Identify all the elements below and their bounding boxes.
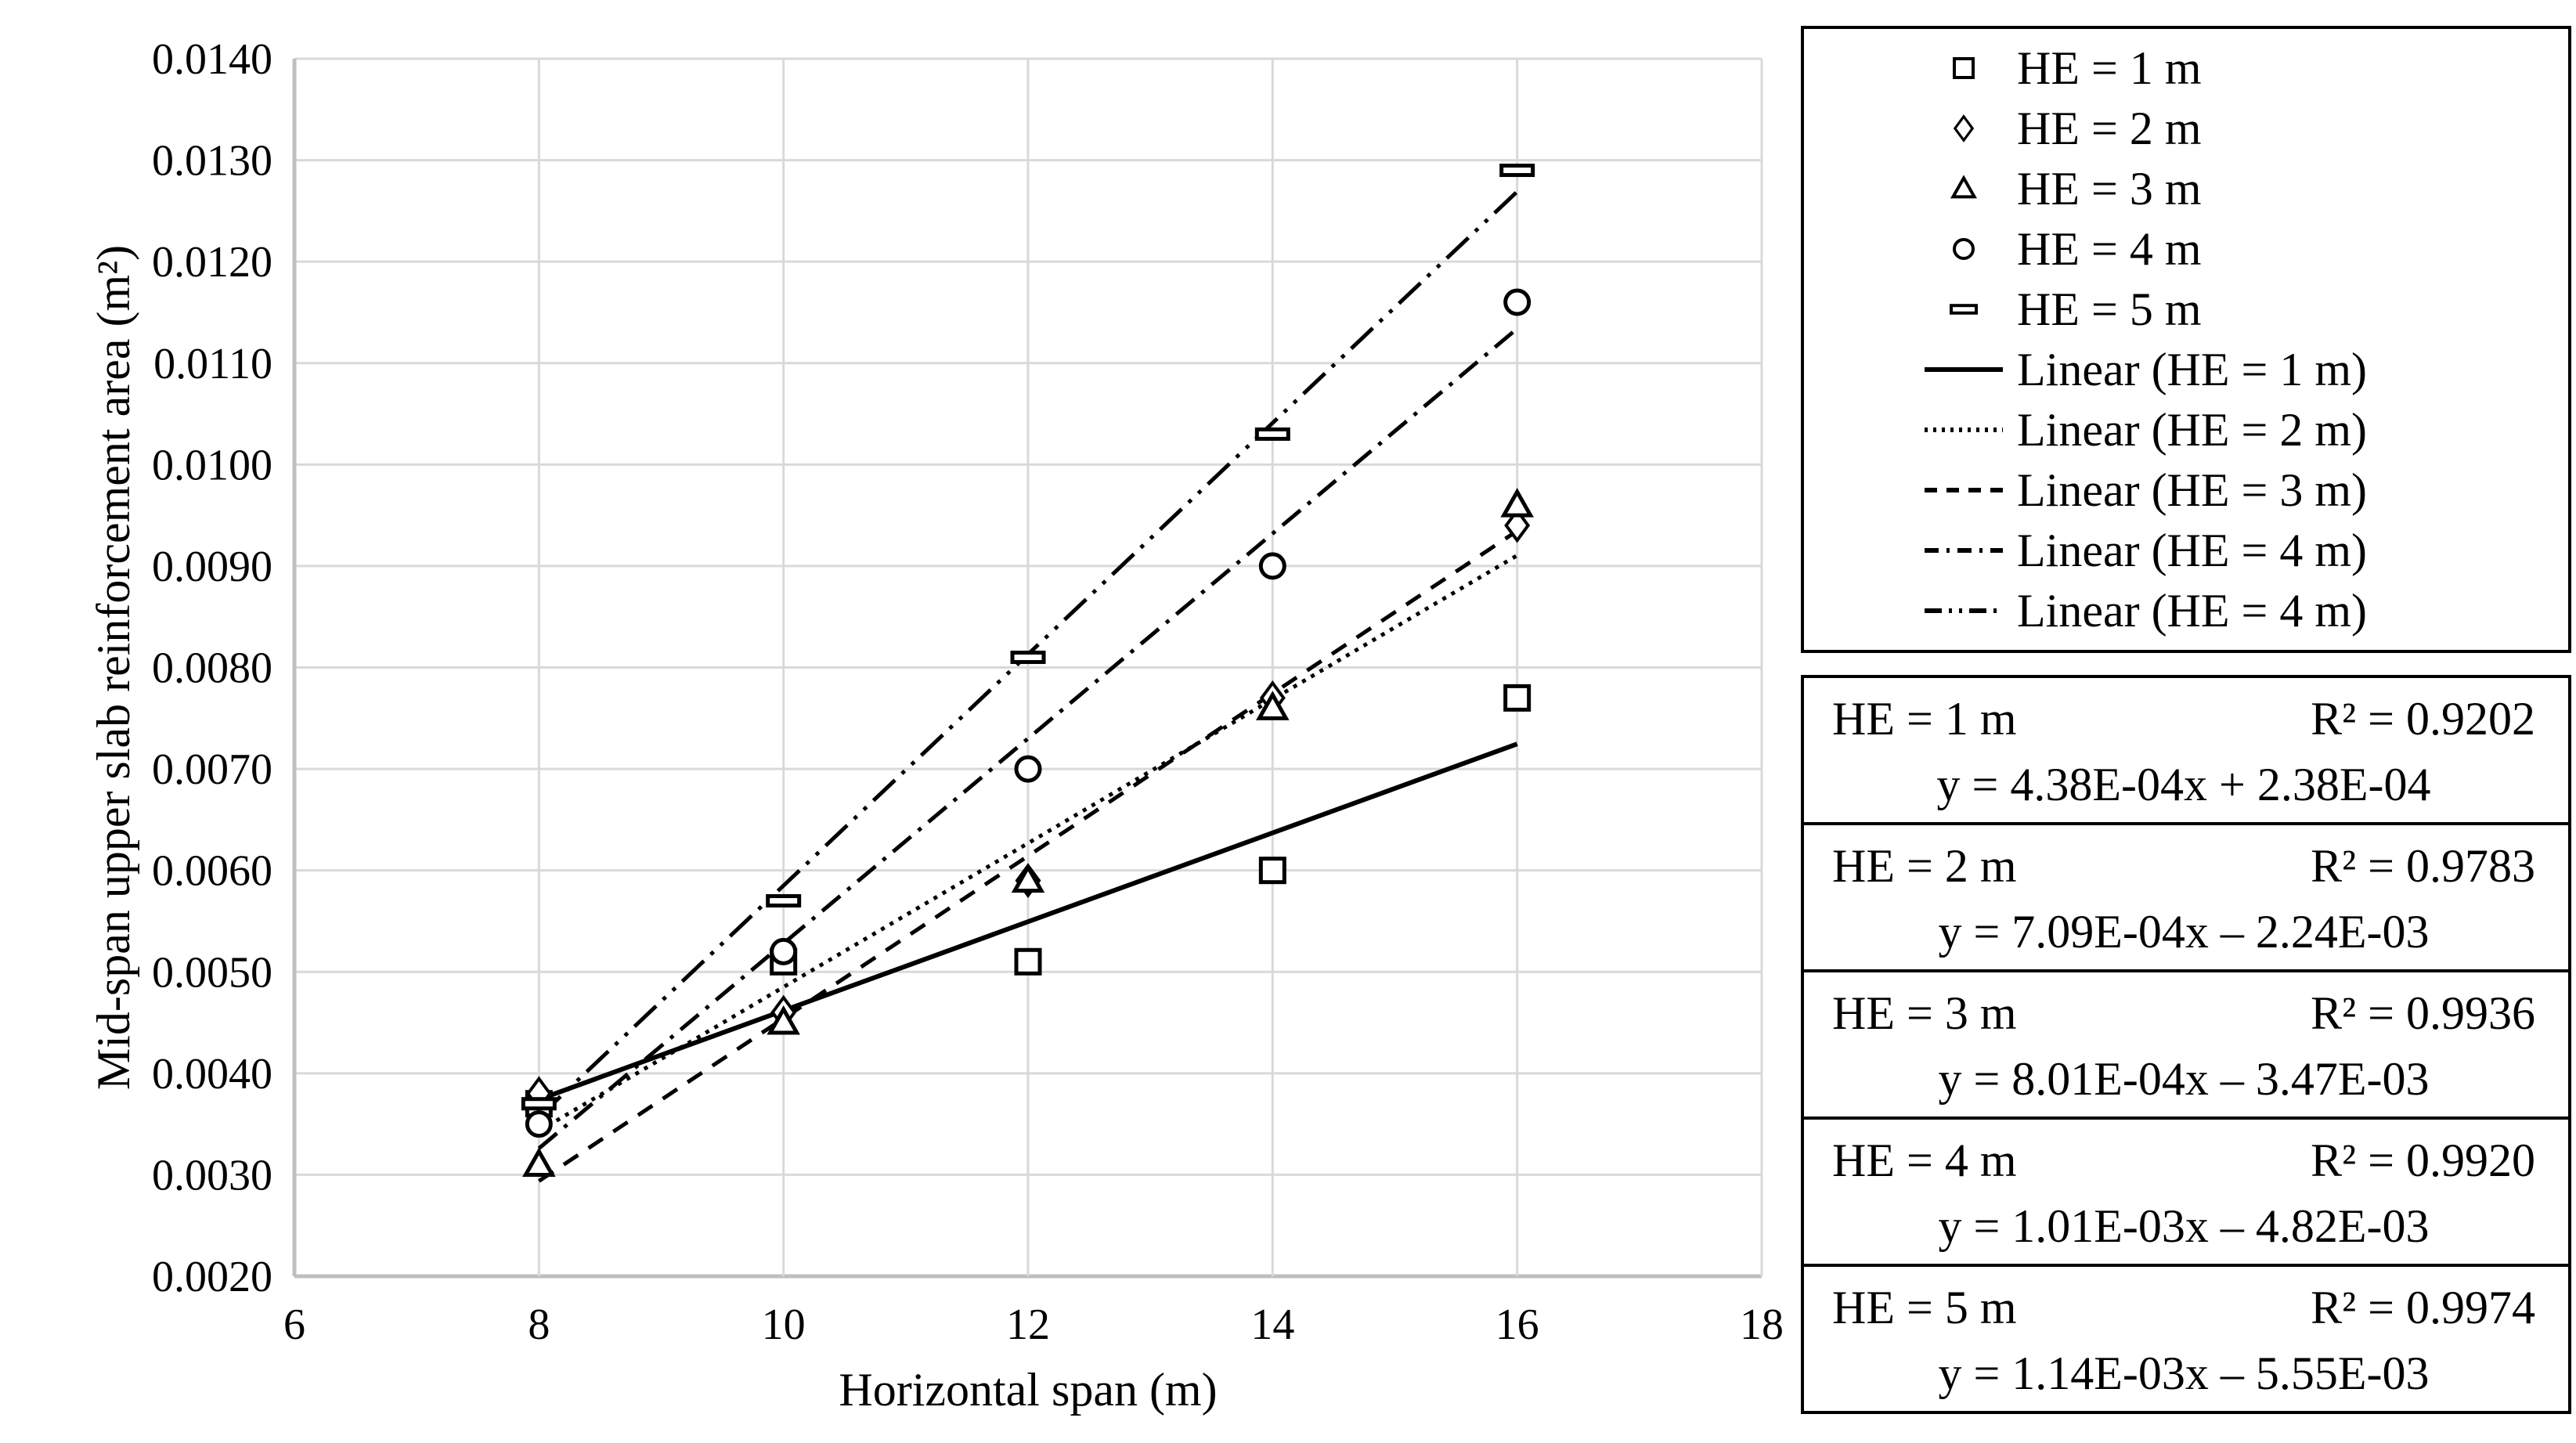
- legend-label: Linear (HE = 3 m): [2017, 464, 2368, 516]
- plot-gridlines: [292, 57, 1763, 1279]
- trendline-solid: [538, 741, 1518, 1102]
- series-triangle: [522, 488, 1534, 1177]
- legend-item: HE = 1 m: [1920, 38, 2568, 99]
- dash-dot-dot-line-icon: [1925, 608, 2003, 613]
- x-tick-label: 12: [1006, 1301, 1050, 1349]
- r-squared-value: R² = 0.9202: [2311, 693, 2535, 745]
- solid-line-icon: [1925, 367, 2003, 372]
- y-tick-label: 0.0040: [152, 1050, 272, 1098]
- equation-box: HE = 4 m R² = 0.9920 y = 1.01E-03x – 4.8…: [1801, 1117, 2571, 1267]
- triangle-marker-icon: [1950, 175, 1978, 199]
- series-dash: [521, 164, 1535, 1111]
- equation-text: y = 7.09E-04x – 2.24E-03: [1938, 906, 2430, 958]
- x-tick-label: 16: [1495, 1301, 1539, 1349]
- legend-label: HE = 3 m: [2017, 163, 2202, 215]
- y-tick-label: 0.0120: [152, 238, 272, 287]
- legend-item: Linear (HE = 4 m): [1920, 521, 2568, 581]
- legend-item: HE = 3 m: [1920, 159, 2568, 219]
- y-tick-label: 0.0020: [152, 1253, 272, 1301]
- y-tick-label: 0.0060: [152, 847, 272, 896]
- equation-series-label: HE = 3 m: [1832, 987, 2017, 1039]
- y-tick-label: 0.0050: [152, 948, 272, 997]
- legend-item: HE = 5 m: [1920, 280, 2568, 340]
- legend-label: HE = 2 m: [2017, 103, 2202, 154]
- y-tick-label: 0.0140: [152, 35, 272, 84]
- y-tick-label: 0.0090: [152, 543, 272, 591]
- dashed-line-icon: [1925, 488, 2003, 492]
- legend-label: Linear (HE = 4 m): [2017, 525, 2368, 576]
- equation-series-label: HE = 5 m: [1832, 1282, 2017, 1333]
- legend-label: Linear (HE = 2 m): [2017, 404, 2368, 456]
- legend-label: HE = 4 m: [2017, 223, 2202, 275]
- equation-box: HE = 5 m R² = 0.9974 y = 1.14E-03x – 5.5…: [1801, 1264, 2571, 1414]
- r-squared-value: R² = 0.9974: [2311, 1282, 2535, 1333]
- legend-item: HE = 4 m: [1920, 219, 2568, 280]
- equation-text: y = 1.14E-03x – 5.55E-03: [1938, 1347, 2430, 1399]
- trendline-dashdot: [537, 326, 1519, 1150]
- equation-box: HE = 3 m R² = 0.9936 y = 8.01E-04x – 3.4…: [1801, 969, 2571, 1120]
- x-tick-label: 8: [528, 1301, 550, 1349]
- legend-label: HE = 5 m: [2017, 283, 2202, 335]
- data-point-markers: [521, 164, 1535, 1177]
- r-squared-value: R² = 0.9920: [2311, 1135, 2535, 1186]
- equation-box: HE = 2 m R² = 0.9783 y = 7.09E-04x – 2.2…: [1801, 822, 2571, 972]
- dash-dot-line-icon: [1925, 548, 2003, 553]
- x-tick-label: 10: [762, 1301, 806, 1349]
- x-axis-title: Horizontal span (m): [839, 1364, 1217, 1416]
- series-circle: [525, 288, 1532, 1138]
- dash-marker-icon: [1950, 304, 1978, 315]
- equation-series-label: HE = 2 m: [1832, 840, 2017, 892]
- equation-text: y = 4.38E-04x + 2.38E-04: [1936, 759, 2431, 810]
- x-tick-label: 18: [1740, 1301, 1784, 1349]
- y-tick-label: 0.0030: [152, 1151, 272, 1199]
- legend-item: Linear (HE = 3 m): [1920, 460, 2568, 521]
- dotted-line-icon: [1925, 427, 2003, 432]
- x-tick-label: 6: [283, 1301, 305, 1349]
- equation-boxes: HE = 1 m R² = 0.9202 y = 4.38E-04x + 2.3…: [1801, 675, 2571, 1414]
- diamond-marker-icon: [1953, 114, 1975, 142]
- legend-box: HE = 1 m HE = 2 m HE = 3 m HE = 4 m HE =…: [1801, 26, 2571, 653]
- y-tick-label: 0.0100: [152, 441, 272, 489]
- equation-series-label: HE = 1 m: [1832, 693, 2017, 745]
- legend-item: HE = 2 m: [1920, 99, 2568, 159]
- legend-item: Linear (HE = 1 m): [1920, 340, 2568, 400]
- square-marker-icon: [1953, 57, 1975, 79]
- y-axis-title: Mid-span upper slab reinforcement area (…: [88, 245, 139, 1090]
- y-tick-label: 0.0070: [152, 745, 272, 794]
- axis-tick-labels: 0.0020 0.0030 0.0040 0.0050 0.0060 0.0070 0.00…: [152, 35, 1784, 1349]
- legend-item: Linear (HE = 2 m): [1920, 400, 2568, 460]
- y-tick-label: 0.0080: [152, 644, 272, 693]
- y-tick-label: 0.0110: [153, 340, 272, 388]
- y-tick-label: 0.0130: [152, 137, 272, 186]
- legend-item: Linear (HE = 4 m): [1920, 581, 2568, 641]
- legend-label: Linear (HE = 4 m): [2017, 585, 2368, 637]
- r-squared-value: R² = 0.9936: [2311, 987, 2535, 1039]
- x-tick-label: 14: [1250, 1301, 1294, 1349]
- circle-marker-icon: [1953, 238, 1975, 260]
- r-squared-value: R² = 0.9783: [2311, 840, 2535, 892]
- equation-text: y = 8.01E-04x – 3.47E-03: [1938, 1053, 2430, 1105]
- legend-label: HE = 1 m: [2017, 42, 2202, 94]
- equation-series-label: HE = 4 m: [1832, 1135, 2017, 1186]
- legend-label: Linear (HE = 1 m): [2017, 344, 2368, 395]
- equation-text: y = 1.01E-03x – 4.82E-03: [1938, 1200, 2430, 1252]
- equation-box: HE = 1 m R² = 0.9202 y = 4.38E-04x + 2.3…: [1801, 675, 2571, 825]
